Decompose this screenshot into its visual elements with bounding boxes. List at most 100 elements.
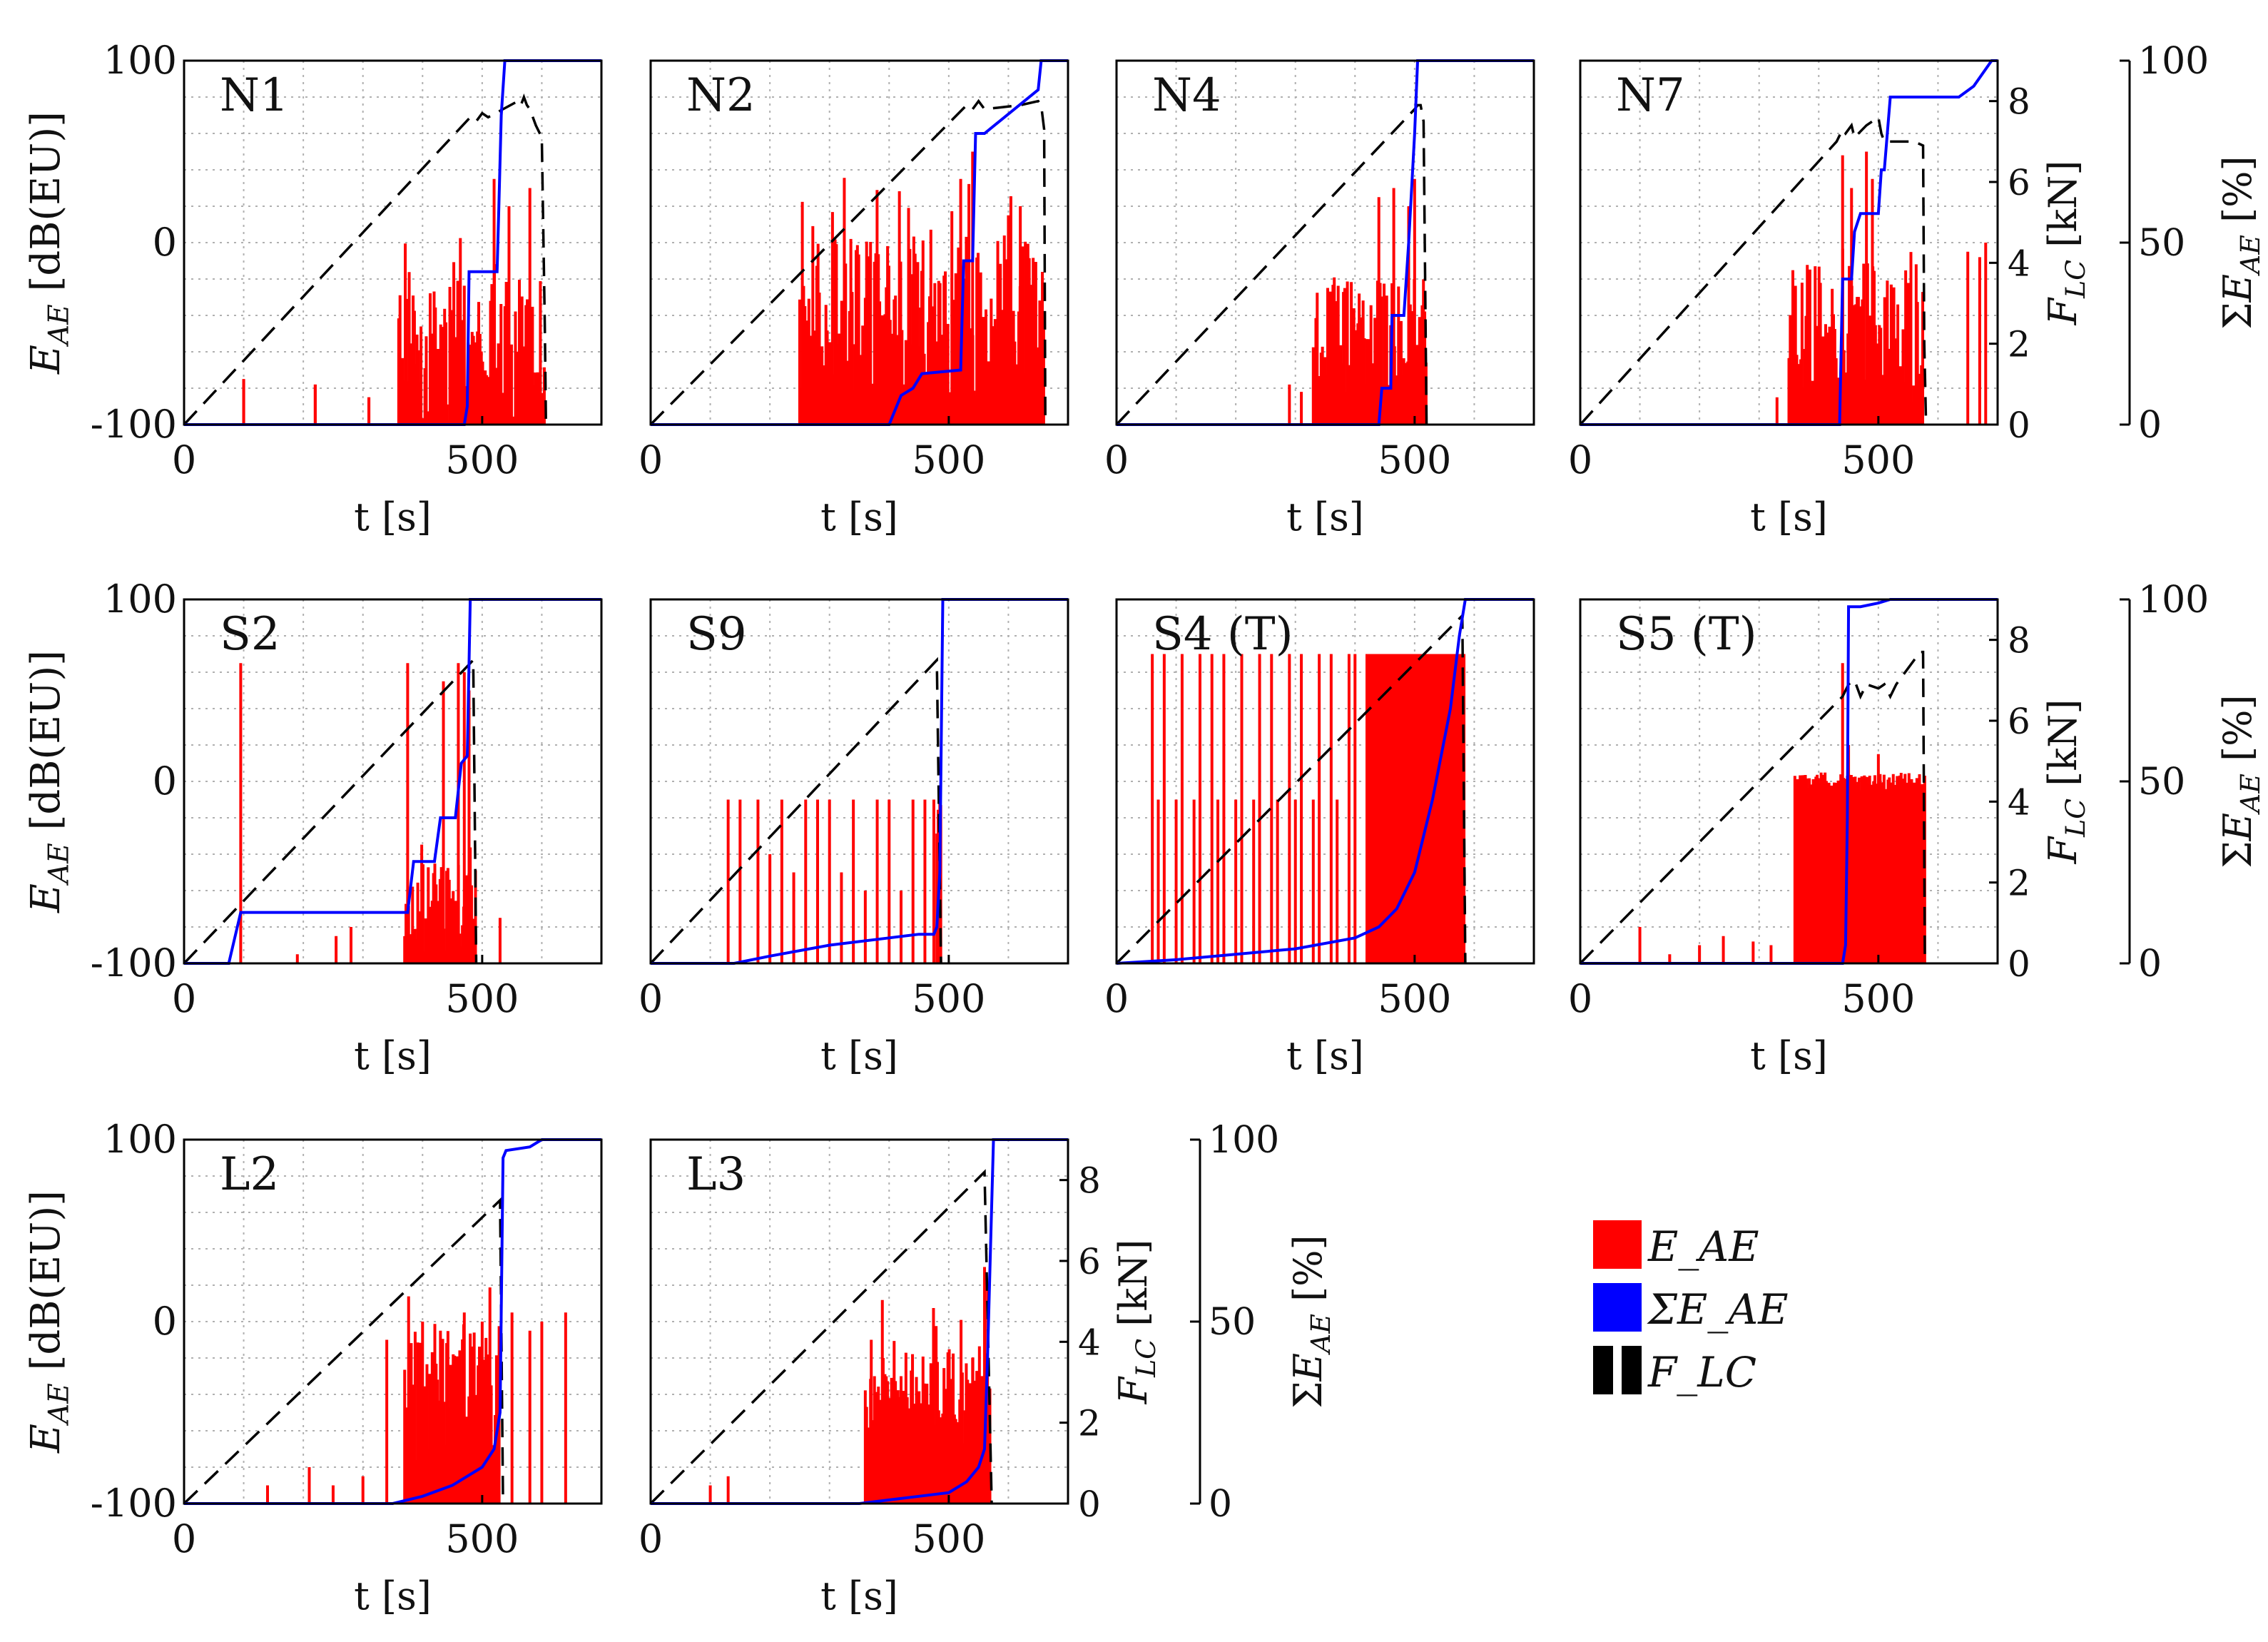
plot-frame [649, 59, 1069, 426]
force-tick-label: 4 [2008, 781, 2030, 823]
panel-s9: S9 0 500 t [s] [639, 598, 1069, 1078]
force-series [649, 657, 942, 965]
x-tick-label: 0 [639, 437, 663, 482]
force-series [1579, 650, 1926, 965]
panel-title: S9 [686, 608, 747, 661]
x-tick-label: 0 [1568, 437, 1592, 482]
x-tick-label: 500 [912, 437, 985, 482]
cumulative-series [651, 1138, 1068, 1505]
y-axis-label-left: EAE [dB(EU)] [23, 650, 75, 913]
x-tick-label: 0 [1568, 976, 1592, 1021]
panel-title: N4 [1152, 69, 1221, 122]
y-tick-label: -100 [91, 402, 177, 447]
y-axis-label-left: EAE [dB(EU)] [23, 111, 75, 375]
legend-label-force: F_LC [1647, 1348, 1756, 1397]
panel-n2: N2 0 500 t [s] [639, 59, 1069, 539]
pct-tick-label: 0 [2138, 404, 2162, 447]
plot-frame [183, 1138, 603, 1505]
y-tick-label: -100 [91, 941, 177, 985]
ae-bars [242, 178, 546, 425]
ae-bars [1775, 151, 1988, 425]
force-tick-label: 2 [2008, 863, 2030, 904]
gridlines [651, 1140, 1068, 1504]
y-tick-label: 100 [103, 1117, 177, 1162]
cumulative-series [651, 59, 1068, 426]
gridlines [651, 599, 1068, 963]
ae-bars [726, 790, 942, 963]
legend-swatch-cum [1593, 1283, 1642, 1332]
x-tick-label: 500 [1841, 437, 1915, 482]
force-tick-label: 6 [2008, 162, 2030, 203]
y-tick-label: 0 [153, 759, 177, 804]
cumulative-series [1117, 59, 1534, 426]
force-series [649, 1169, 993, 1505]
panel-s4-t-: S4 (T) 0 500 t [s] [1104, 598, 1535, 1078]
x-axis-label: t [s] [1286, 1033, 1364, 1078]
panel-title: N2 [686, 69, 756, 122]
panel-title: S5 (T) [1616, 608, 1757, 661]
force-tick-label: 4 [1078, 1322, 1101, 1363]
panel-title: L3 [686, 1148, 746, 1201]
y-tick-label: 0 [153, 1299, 177, 1344]
legend-label-ae: E_AE [1647, 1222, 1759, 1271]
y-axis-label-pct: ΣEAE [%] [1286, 1235, 1336, 1408]
plot-frame [649, 1138, 1069, 1505]
pct-tick-label: 0 [1209, 1483, 1232, 1526]
x-tick-label: 500 [1378, 437, 1451, 482]
plot-frame [183, 59, 603, 426]
y-tick-label: 100 [103, 38, 177, 83]
y-axis-label-force: FLC [kN] [2040, 161, 2091, 326]
force-tick-label: 0 [1078, 1484, 1101, 1525]
x-tick-label: 500 [912, 976, 985, 1021]
pct-tick-label: 100 [1209, 1119, 1279, 1162]
x-axis-label: t [s] [1750, 1033, 1828, 1078]
x-axis-label: t [s] [1286, 495, 1364, 539]
y-axis-label-left: EAE [dB(EU)] [23, 1190, 75, 1454]
legend: E_AE ΣE_AE F_LC [1593, 1220, 1789, 1397]
ae-bars [1288, 178, 1428, 425]
y-tick-label: 0 [153, 220, 177, 265]
plot-frame [1115, 598, 1535, 965]
pct-tick-label: 50 [1209, 1301, 1256, 1344]
plot-frame [1115, 59, 1535, 426]
x-tick-label: 0 [172, 976, 196, 1021]
cumulative-series [1580, 59, 1998, 426]
pct-tick-label: 50 [2138, 222, 2185, 265]
x-tick-label: 500 [912, 1516, 985, 1561]
y-tick-label: -100 [91, 1481, 177, 1526]
plot-frame [649, 598, 1069, 965]
cumulative-series [1116, 598, 1534, 965]
x-axis-label: t [s] [820, 1573, 898, 1618]
plot-frame [1579, 598, 1999, 965]
pct-tick-label: 100 [2138, 579, 2209, 622]
x-tick-label: 500 [1378, 976, 1451, 1021]
force-series [1115, 103, 1428, 426]
legend-swatch-force [1593, 1346, 1642, 1394]
x-tick-label: 500 [445, 437, 519, 482]
force-series [1579, 115, 1928, 426]
x-tick-label: 0 [639, 1516, 663, 1561]
x-axis-label: t [s] [354, 1033, 432, 1078]
ae-bars [708, 1267, 992, 1504]
y-axis-label-force: FLC [kN] [1111, 1240, 1161, 1405]
force-tick-label: 8 [2008, 620, 2030, 662]
panel-title: S4 (T) [1152, 608, 1293, 661]
panel-title: S2 [220, 608, 280, 661]
pct-tick-label: 0 [2138, 943, 2162, 985]
ae-bars [239, 663, 502, 963]
ae-bars [266, 1287, 567, 1504]
force-tick-label: 2 [2008, 324, 2030, 365]
plot-frame [1579, 59, 1999, 426]
force-series [183, 1197, 504, 1505]
x-tick-label: 0 [172, 1516, 196, 1561]
x-tick-label: 0 [639, 976, 663, 1021]
force-tick-label: 0 [2008, 943, 2030, 985]
x-axis-label: t [s] [1750, 495, 1828, 539]
